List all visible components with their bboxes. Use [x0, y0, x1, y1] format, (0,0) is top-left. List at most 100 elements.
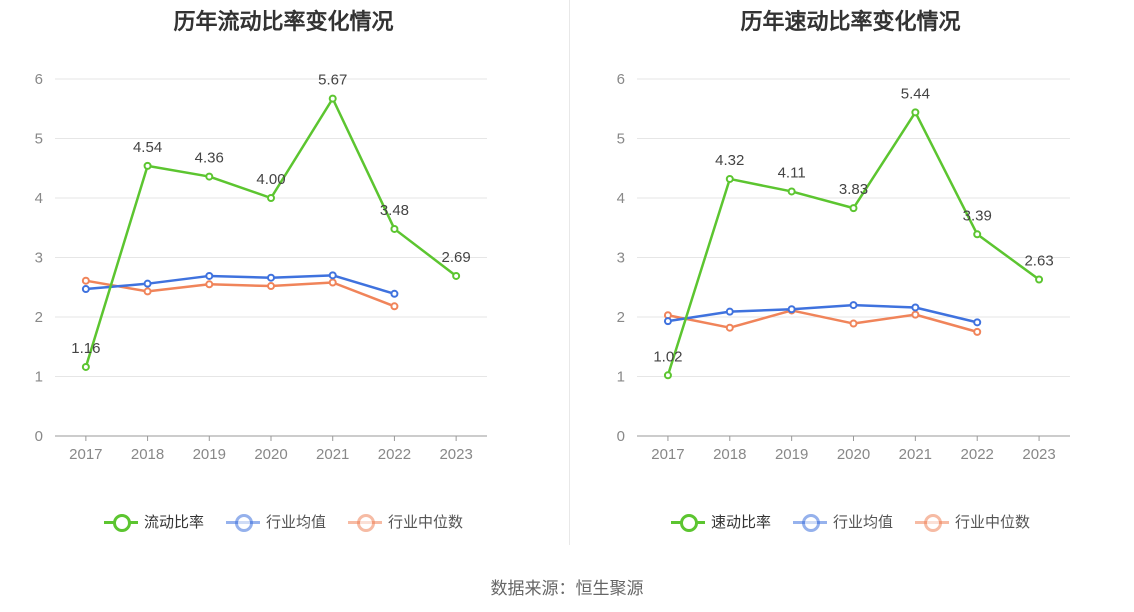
- x-tick-label: 2017: [69, 446, 102, 463]
- data-point: [973, 327, 982, 336]
- legend-label: 流动比率: [143, 514, 204, 531]
- x-tick-label: 2023: [1022, 446, 1055, 463]
- legend-item[interactable]: 行业中位数: [348, 511, 463, 532]
- y-tick-label: 6: [35, 71, 43, 88]
- y-tick-label: 2: [617, 309, 625, 326]
- x-tick-label: 2017: [651, 446, 684, 463]
- x-tick-label: 2020: [254, 446, 287, 463]
- data-point: [849, 204, 858, 213]
- data-point: [911, 310, 920, 319]
- y-tick-label: 3: [617, 250, 625, 267]
- y-tick-label: 3: [35, 250, 43, 267]
- data-label: 3.39: [963, 207, 992, 224]
- data-point: [973, 318, 982, 327]
- data-point: [663, 317, 672, 326]
- data-point: [267, 282, 275, 291]
- data-label: 4.11: [778, 164, 806, 181]
- y-tick-label: 2: [35, 309, 43, 326]
- data-point: [328, 271, 337, 280]
- legend-label: 行业均值: [265, 514, 326, 531]
- series-line: [667, 303, 978, 324]
- data-point: [973, 230, 982, 239]
- data-label: 4.54: [133, 139, 162, 156]
- divider: [569, 0, 570, 545]
- data-point: [143, 279, 152, 288]
- data-point: [452, 271, 461, 280]
- series-line: [667, 309, 978, 334]
- data-point: [725, 174, 734, 183]
- data-label: 1.02: [653, 348, 682, 365]
- legend-swatch-icon: [915, 513, 949, 532]
- data-point: [81, 362, 90, 371]
- legend-label: 速动比率: [710, 514, 771, 531]
- data-point: [725, 307, 734, 316]
- x-tick-label: 2023: [439, 446, 472, 463]
- data-label: 4.36: [195, 150, 224, 167]
- data-point: [205, 280, 214, 289]
- data-point: [267, 194, 275, 202]
- y-tick-label: 0: [35, 428, 43, 445]
- legend-swatch-icon: [225, 513, 260, 532]
- x-tick-label: 2018: [713, 446, 746, 463]
- data-label: 4.32: [715, 152, 744, 169]
- x-tick-label: 2021: [899, 446, 932, 463]
- legend-swatch-icon: [103, 513, 138, 532]
- data-point: [328, 94, 337, 103]
- series-line: [85, 274, 395, 295]
- legend-item[interactable]: 行业均值: [792, 511, 893, 532]
- data-label: 5.44: [901, 85, 930, 102]
- data-label: 2.69: [442, 249, 471, 266]
- x-tick-label: 2022: [378, 446, 411, 463]
- x-tick-label: 2018: [131, 446, 164, 463]
- y-tick-label: 5: [617, 131, 625, 148]
- legend-item[interactable]: 行业中位数: [915, 511, 1030, 532]
- chart-title: 历年流动比率变化情况: [173, 9, 394, 34]
- current-ratio-chart: 历年流动比率变化情况 0 1 2 3 4 5 6 2017 2018 2019 2020 2021 20…: [0, 0, 567, 560]
- legend-item[interactable]: 流动比率: [103, 511, 204, 532]
- data-point: [787, 305, 796, 314]
- series-line: [85, 279, 395, 308]
- legend-item[interactable]: 速动比率: [670, 511, 771, 532]
- data-point: [205, 271, 214, 280]
- x-tick-label: 2022: [961, 446, 994, 463]
- legend-swatch-icon: [348, 513, 382, 532]
- data-point: [390, 302, 399, 311]
- data-source: 数据来源：恒生聚源: [490, 579, 644, 598]
- y-tick-label: 1: [617, 369, 625, 386]
- y-tick-label: 0: [617, 428, 625, 445]
- data-point: [390, 289, 399, 298]
- data-point: [725, 323, 734, 332]
- quick-ratio-chart: 历年速动比率变化情况 0 1 2 3 4 5 6 2017 2018 2019 2020 2021 20…: [567, 0, 1134, 560]
- legend-swatch-icon: [670, 513, 705, 532]
- y-tick-label: 1: [35, 369, 43, 386]
- x-tick-label: 2019: [775, 446, 808, 463]
- chart-title: 历年速动比率变化情况: [740, 9, 961, 34]
- data-point: [328, 278, 337, 287]
- data-label: 3.83: [839, 181, 868, 198]
- data-point: [143, 287, 152, 296]
- plot-area: 0 1 2 3 4 5 6 2017 2018 2019 2020 2021 2022 2023 1.02 4…: [617, 71, 1070, 463]
- data-point: [143, 161, 152, 170]
- y-tick-label: 6: [617, 71, 625, 88]
- y-tick-label: 4: [617, 190, 625, 207]
- data-point: [663, 371, 672, 380]
- legend-item[interactable]: 行业均值: [225, 511, 326, 532]
- legend: 速动比率 行业均值 行业中位数: [567, 511, 1134, 532]
- legend-label: 行业中位数: [955, 514, 1031, 531]
- data-label: 4.00: [256, 171, 285, 188]
- legend-label: 行业均值: [832, 514, 893, 531]
- data-label: 1.16: [71, 340, 100, 357]
- legend-label: 行业中位数: [388, 514, 464, 531]
- y-tick-label: 4: [35, 190, 43, 207]
- data-point: [81, 285, 90, 294]
- data-point: [849, 301, 858, 310]
- data-label: 2.63: [1024, 253, 1053, 270]
- data-label: 3.48: [380, 202, 409, 219]
- x-tick-label: 2020: [837, 446, 870, 463]
- x-tick-label: 2021: [316, 446, 349, 463]
- data-point: [267, 273, 275, 282]
- data-point: [787, 187, 796, 196]
- data-point: [390, 224, 399, 233]
- data-point: [205, 172, 214, 181]
- legend-swatch-icon: [792, 513, 827, 532]
